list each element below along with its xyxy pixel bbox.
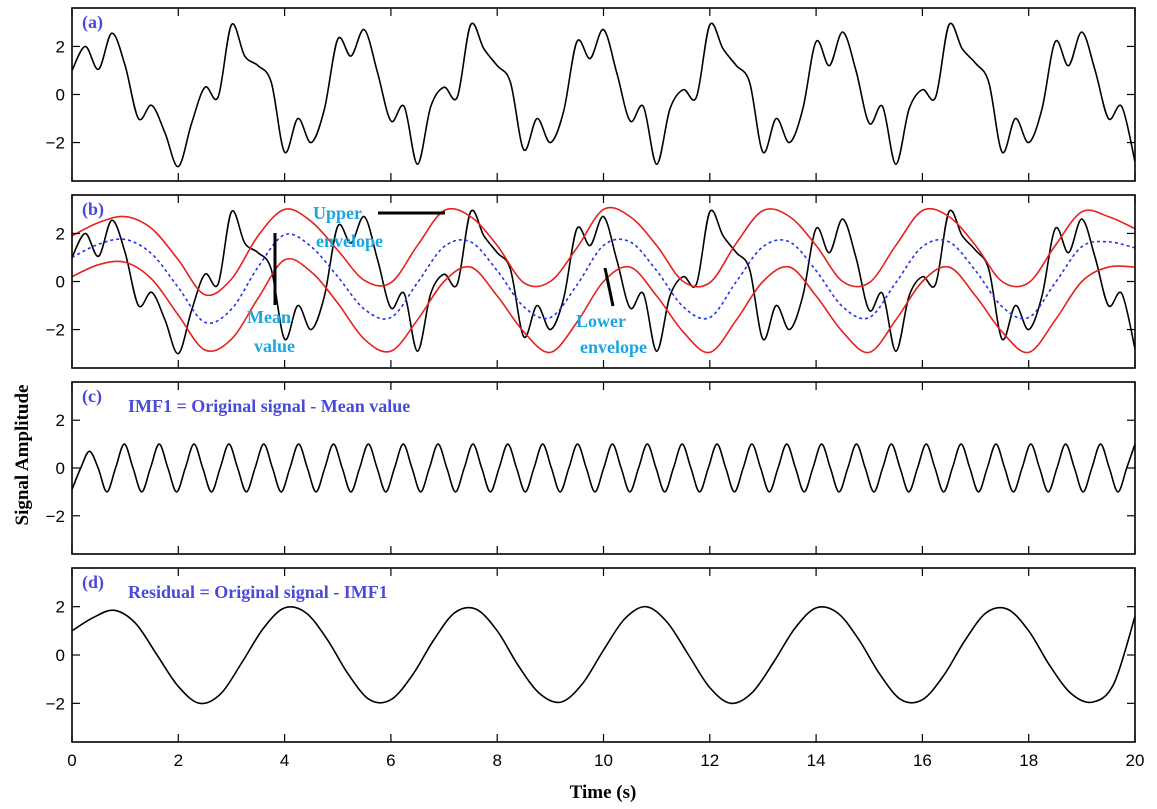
y-tick-label: 0 bbox=[56, 459, 65, 478]
y-tick-label: 0 bbox=[56, 86, 65, 105]
annotation-envelope: envelope bbox=[316, 231, 383, 251]
x-tick-label: 10 bbox=[594, 751, 613, 770]
y-tick-label: 2 bbox=[56, 37, 65, 56]
y-tick-label: 0 bbox=[56, 646, 65, 665]
panel-label: (a) bbox=[82, 12, 103, 33]
series-line-0 bbox=[72, 22, 1135, 168]
plot-frame bbox=[71, 7, 1136, 182]
x-tick-label: 6 bbox=[386, 751, 395, 770]
annotation-upper: Upper bbox=[313, 203, 362, 223]
series-line-0 bbox=[72, 443, 1135, 493]
x-tick-label: 4 bbox=[280, 751, 289, 770]
y-tick-label: −2 bbox=[46, 134, 65, 153]
y-tick-label: −2 bbox=[46, 321, 65, 340]
y-tick-label: 2 bbox=[56, 411, 65, 430]
series-group bbox=[72, 443, 1135, 493]
x-tick-label: 0 bbox=[67, 751, 76, 770]
x-tick-label: 12 bbox=[700, 751, 719, 770]
series-group bbox=[72, 605, 1135, 705]
panel-a: 2 0 −2 (a) bbox=[46, 7, 1136, 182]
series-line-0 bbox=[72, 605, 1135, 705]
annotation-value: value bbox=[254, 336, 295, 356]
y-tick-label: 0 bbox=[56, 273, 65, 292]
y-axis-title: Signal Amplitude bbox=[12, 385, 33, 526]
annotation-envelope: envelope bbox=[580, 337, 647, 357]
lower-envelope-pointer bbox=[603, 267, 615, 307]
series-line-3 bbox=[72, 233, 1135, 324]
panel-title: Residual = Original signal - IMF1 bbox=[128, 582, 388, 602]
x-tick-label: 18 bbox=[1019, 751, 1038, 770]
x-axis-title: Time (s) bbox=[570, 782, 637, 803]
panel-c: 2 0 −2 (c) IMF1 = Original signal - Mean val… bbox=[46, 381, 1136, 555]
x-tick-label: 16 bbox=[913, 751, 932, 770]
y-tick-label: −2 bbox=[46, 694, 65, 713]
panel-b: 2 0 −2 (b) Upper envelope Mean value Lower envelo… bbox=[46, 194, 1136, 369]
annotation-mean: Mean bbox=[247, 307, 291, 327]
y-tick-label: 2 bbox=[56, 598, 65, 617]
series-group bbox=[72, 206, 1135, 355]
panel-d: 20−20 2 4 6 8 10 12 14 16 18 20(d) Residual = Origi… bbox=[46, 567, 1145, 770]
panel-title: IMF1 = Original signal - Mean value bbox=[128, 396, 410, 416]
x-tick-label: 14 bbox=[807, 751, 826, 770]
y-tick-label: 2 bbox=[56, 224, 65, 243]
x-tick-label: 8 bbox=[492, 751, 501, 770]
x-tick-label: 2 bbox=[174, 751, 183, 770]
y-tick-label: −2 bbox=[46, 507, 65, 526]
panel-label: (c) bbox=[82, 386, 102, 407]
annotation-lower: Lower bbox=[576, 311, 626, 331]
x-tick-label: 20 bbox=[1126, 751, 1145, 770]
panel-label: (b) bbox=[82, 199, 104, 220]
series-group bbox=[72, 22, 1135, 168]
series-line-1 bbox=[72, 206, 1135, 297]
series-line-2 bbox=[72, 258, 1135, 354]
panel-label: (d) bbox=[82, 572, 104, 593]
panels-group: 20−2(a)20−2(b) UpperenvelopeMeanvalueLowe… bbox=[46, 7, 1145, 770]
